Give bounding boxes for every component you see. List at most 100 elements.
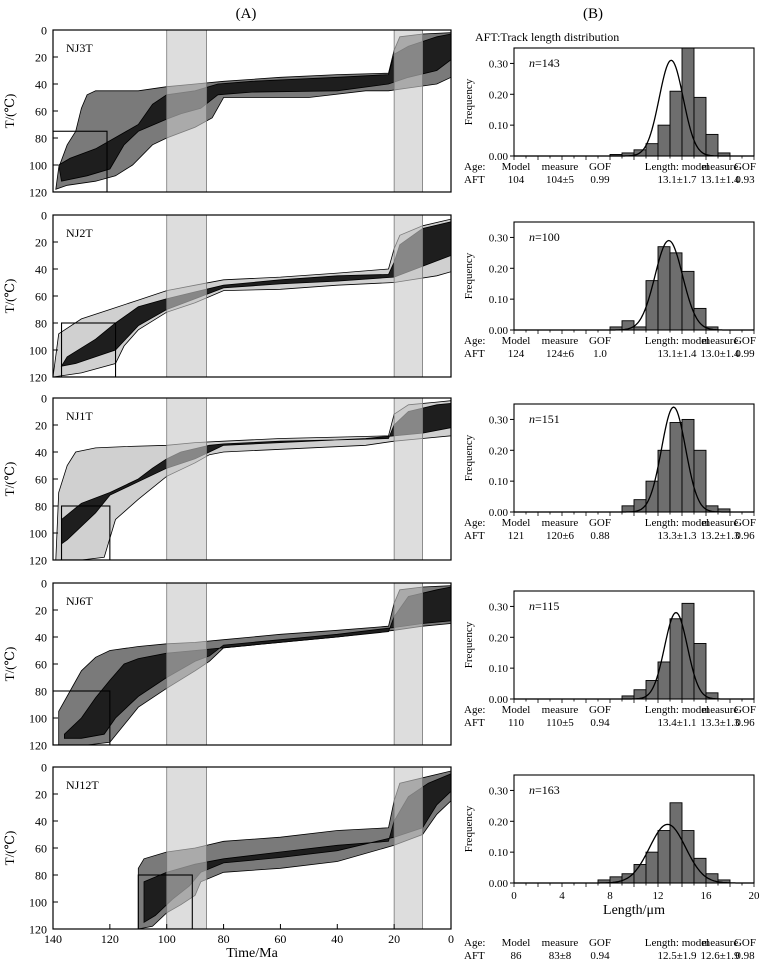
- sample-name: NJ2T: [66, 226, 93, 240]
- y-tick-label: 0.30: [489, 232, 509, 244]
- stats-header: Model: [502, 937, 531, 949]
- stats-header: Age:: [464, 517, 485, 529]
- x-axis-label: Time/Ma: [226, 946, 278, 961]
- stats-table: Age: Model measure GOF Length: modelmeasureG…: [464, 335, 756, 360]
- y-tick-label: 80: [35, 500, 47, 514]
- stats-value: 13.3±1.3: [700, 717, 740, 729]
- stats-value: 13.1±1.4: [657, 348, 697, 360]
- stats-value: 12.6±1.9: [700, 950, 740, 962]
- stats-value: 13.3±1.3: [657, 530, 697, 542]
- constraint-box: [60, 505, 111, 560]
- y-tick-label: 0: [41, 209, 47, 223]
- y-tick-label: 0: [41, 392, 47, 406]
- y-tick-label: 60: [35, 290, 47, 304]
- x-axis-label: Length/μm: [603, 903, 665, 918]
- stats-header: Age:: [464, 937, 485, 949]
- sample-name: NJ1T: [66, 409, 93, 423]
- sample-name: NJ12T: [66, 778, 99, 792]
- y-axis-label: Frequency: [463, 78, 475, 125]
- y-tick-label: 100: [29, 527, 47, 541]
- stats-header: Model: [502, 335, 531, 347]
- y-axis-label: T/(℃): [2, 462, 17, 497]
- y-tick-label: 0.30: [489, 414, 509, 426]
- panel-b-label: (B): [583, 6, 603, 22]
- y-tick-label: 0.20: [489, 632, 509, 644]
- y-tick-label: 0.30: [489, 58, 509, 70]
- n-label: n=143: [529, 56, 560, 70]
- stats-header: measure: [702, 335, 739, 347]
- panel-a-thermal-models: 0 20 40 60 80 100 120 T/(℃) NJ3T 0 20 40 60 80 100 120 T…: [2, 24, 454, 962]
- time-band: [166, 583, 207, 745]
- model-plot-nj1t: 0 20 40 60 80 100 120 T/(℃) NJ1T: [2, 392, 452, 568]
- stats-value: 13.4±1.1: [657, 717, 696, 729]
- stats-header: GOF: [734, 335, 756, 347]
- histogram-bar: [681, 830, 695, 884]
- y-tick-label: 20: [35, 788, 47, 802]
- stats-header: Length: model: [645, 517, 709, 529]
- stats-value: 12.5±1.9: [657, 950, 697, 962]
- stats-header: Model: [502, 161, 531, 173]
- stats-value: 0.96: [735, 530, 755, 542]
- n-label: n=115: [529, 599, 559, 613]
- y-tick-label: 40: [35, 631, 47, 645]
- stats-value: 110±5: [546, 717, 574, 729]
- y-tick-label: 20: [35, 604, 47, 618]
- y-tick-label: 80: [35, 132, 47, 146]
- stats-header: GOF: [734, 937, 756, 949]
- y-tick-label: 100: [29, 159, 47, 173]
- stats-value: 0.98: [735, 950, 755, 962]
- stats-value: 124: [508, 348, 525, 360]
- y-tick-label: 0.30: [489, 601, 509, 613]
- stats-value: 0.94: [590, 950, 610, 962]
- stats-header: Age:: [464, 704, 485, 716]
- y-tick-label: 120: [29, 186, 47, 200]
- model-plot-nj2t: 0 20 40 60 80 100 120 T/(℃) NJ2T: [2, 209, 452, 385]
- y-axis-label: Frequency: [463, 621, 475, 668]
- histogram-bar: [693, 96, 707, 157]
- y-tick-label: 0: [41, 577, 47, 591]
- stats-value: AFT: [464, 717, 485, 729]
- y-tick-label: 0.10: [489, 847, 509, 859]
- model-curve: [514, 239, 754, 331]
- y-tick-label: 0.00: [489, 507, 509, 519]
- y-tick-label: 0.10: [489, 294, 509, 306]
- y-tick-label: 0.30: [489, 785, 509, 797]
- stats-value: AFT: [464, 348, 485, 360]
- sample-name: NJ6T: [66, 594, 93, 608]
- stats-header: GOF: [589, 704, 611, 716]
- y-tick-label: 0.10: [489, 476, 509, 488]
- y-tick-label: 20: [35, 419, 47, 433]
- histogram-bar: [645, 143, 659, 157]
- x-tick-label: 40: [331, 932, 343, 946]
- y-tick-label: 40: [35, 78, 47, 92]
- acceptable-fit-envelope: [58, 585, 451, 745]
- stats-value: 0.96: [735, 717, 755, 729]
- histogram-bar: [669, 422, 683, 513]
- y-tick-label: 60: [35, 658, 47, 672]
- y-tick-label: 20: [35, 236, 47, 250]
- stats-header: GOF: [589, 517, 611, 529]
- stats-header: measure: [542, 161, 579, 173]
- x-tick-label: 140: [44, 932, 62, 946]
- stats-value: 110: [508, 717, 525, 729]
- stats-header: measure: [702, 161, 739, 173]
- constraint-box: [60, 322, 117, 377]
- stats-value: 13.1±1.7: [657, 174, 697, 186]
- stats-value: 104: [508, 174, 525, 186]
- panel-a-label: (A): [236, 6, 257, 22]
- stats-header: measure: [542, 704, 579, 716]
- y-tick-label: 60: [35, 105, 47, 119]
- stats-header: measure: [542, 517, 579, 529]
- sample-name: NJ3T: [66, 41, 93, 55]
- n-label: n=151: [529, 412, 560, 426]
- y-tick-label: 40: [35, 263, 47, 277]
- acceptable-fit-envelope: [55, 32, 451, 190]
- x-tick-label: 20: [749, 890, 761, 902]
- stats-value: 120±6: [546, 530, 575, 542]
- stats-value: 0.88: [590, 530, 610, 542]
- aft-title: AFT:Track length distribution: [475, 30, 619, 44]
